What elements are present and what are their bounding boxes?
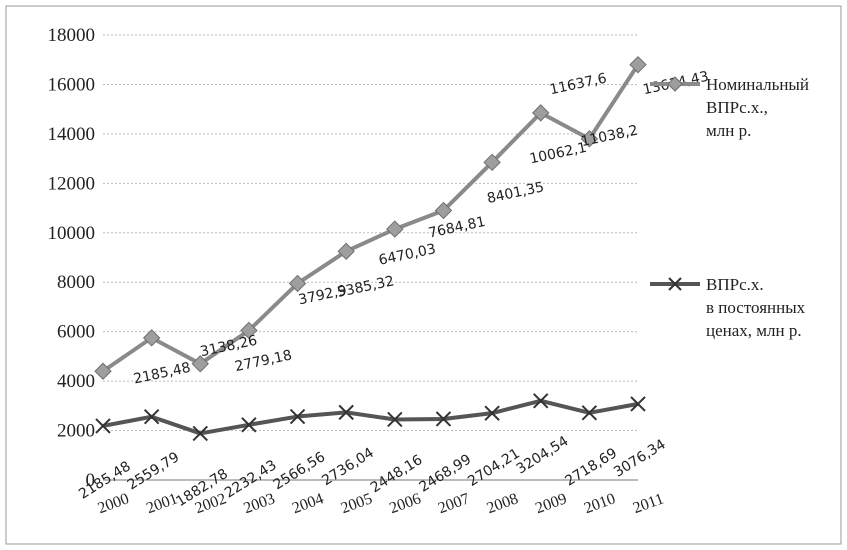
x-marker-stroke	[533, 393, 549, 409]
y-tick-label: 18000	[48, 25, 96, 46]
x-marker-stroke	[630, 396, 646, 412]
legend: Номинальный ВПРс.х., млн р. ВПРс.х. в постоя…	[650, 75, 809, 340]
diamond-marker	[94, 362, 112, 380]
x-marker	[95, 418, 111, 434]
series-lines	[94, 55, 647, 442]
diamond-marker	[434, 201, 453, 220]
chart-frame	[5, 5, 842, 545]
x-marker	[289, 408, 306, 425]
x-marker	[630, 396, 646, 412]
y-tick-label: 12000	[48, 173, 96, 194]
x-marker	[241, 417, 257, 433]
x-marker-stroke	[338, 404, 354, 421]
x-marker	[192, 425, 208, 442]
legend-label: Номинальный	[706, 75, 809, 94]
x-marker-stroke	[241, 417, 257, 433]
y-tick-label: 2000	[57, 421, 95, 442]
legend-diamond-marker	[667, 76, 683, 92]
x-marker-stroke	[435, 411, 452, 427]
x-marker	[484, 405, 500, 421]
y-tick-label: 8000	[57, 272, 95, 293]
diamond-marker	[386, 220, 404, 238]
legend-label: ВПРс.х.,	[706, 98, 768, 117]
diamond-marker	[483, 153, 501, 172]
x-marker-stroke	[484, 405, 500, 421]
x-marker-stroke	[387, 411, 403, 428]
y-tick-label: 6000	[57, 322, 95, 343]
diamond-marker	[240, 321, 258, 340]
legend-label: ценах, млн р.	[706, 321, 802, 340]
x-marker	[533, 393, 549, 409]
diamond-marker	[142, 329, 161, 347]
x-marker	[435, 411, 452, 427]
series-line-2	[102, 398, 639, 436]
legend-label: в постоянных	[706, 298, 806, 317]
diamond-marker	[337, 242, 355, 261]
y-tick-label: 14000	[48, 124, 96, 145]
legend-x-marker	[668, 277, 682, 291]
diamond-marker	[288, 274, 307, 293]
x-marker-stroke	[143, 409, 160, 425]
y-tick-label: 0	[86, 470, 96, 491]
y-tick-label: 16000	[48, 74, 96, 95]
x-marker-stroke	[95, 418, 111, 434]
y-tick-label: 10000	[48, 223, 96, 244]
x-marker	[143, 409, 160, 425]
series-line-1	[101, 63, 640, 373]
x-marker-stroke	[192, 425, 208, 442]
diamond-marker	[629, 55, 647, 74]
x-marker-stroke	[581, 405, 598, 421]
diamond-marker	[191, 355, 209, 373]
legend-label: ВПРс.х.	[706, 275, 764, 294]
x-marker	[387, 411, 403, 428]
y-tick-label: 4000	[57, 371, 95, 392]
legend-label: млн р.	[706, 121, 751, 140]
diamond-marker	[580, 130, 599, 148]
diamond-marker	[532, 104, 550, 122]
x-marker	[581, 405, 598, 421]
x-marker	[338, 404, 354, 421]
x-marker-stroke	[289, 408, 306, 425]
